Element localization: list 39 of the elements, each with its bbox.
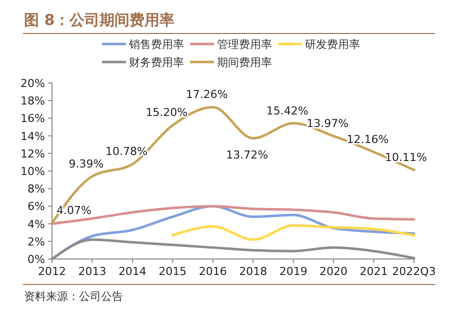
x-tick-label: 2015 xyxy=(158,265,187,278)
legend-label: 期间费用率 xyxy=(217,56,272,69)
y-tick-label: 16% xyxy=(20,112,45,126)
y-tick-label: 18% xyxy=(20,94,45,108)
x-tick-label: 2013 xyxy=(78,265,106,278)
y-tick-label: 20% xyxy=(20,77,45,90)
y-tick-label: 2% xyxy=(28,235,45,248)
data-label: 13.72% xyxy=(226,148,268,162)
x-tick-label: 2019 xyxy=(279,265,308,278)
y-tick-label: 4% xyxy=(28,218,45,231)
chart-title: 图 8：公司期间费用率 xyxy=(24,11,175,29)
line-series xyxy=(50,204,416,226)
x-tick-label: 2020 xyxy=(320,265,348,278)
data-label: 15.20% xyxy=(146,106,188,120)
y-tick-label: 14% xyxy=(20,130,45,143)
text: 资料来源：公司公告 xyxy=(24,290,123,303)
x-tick-label: 2021 xyxy=(360,265,388,278)
x-tick-label: 2012 xyxy=(38,265,66,278)
data-label: 10.11% xyxy=(385,151,427,164)
x-tick-label: 2014 xyxy=(118,265,146,278)
y-tick-label: 6% xyxy=(28,200,45,214)
line-series xyxy=(171,224,416,241)
legend-label: 管理费用率 xyxy=(217,38,272,51)
y-tick-label: 10% xyxy=(20,165,45,178)
x-tick-label: 2018 xyxy=(239,265,268,278)
data-label: 12.16% xyxy=(346,132,389,146)
y-tick-label: 0% xyxy=(28,253,45,266)
y-tick-label: 12% xyxy=(20,147,45,160)
data-label: 13.97% xyxy=(306,117,349,130)
legend-label: 研发费用率 xyxy=(305,38,360,51)
y-tick-label: 8% xyxy=(28,182,45,196)
x-tick-label: 2016 xyxy=(198,265,227,278)
data-label: 15.42% xyxy=(266,104,308,118)
data-label: 9.39% xyxy=(68,157,104,170)
data-label: 17.26% xyxy=(186,88,228,102)
data-label: 10.78% xyxy=(105,145,148,158)
legend-label: 销售费用率 xyxy=(128,38,184,51)
x-tick-label: 2022Q3 xyxy=(392,265,436,278)
legend-label: 财务费用率 xyxy=(129,56,184,69)
